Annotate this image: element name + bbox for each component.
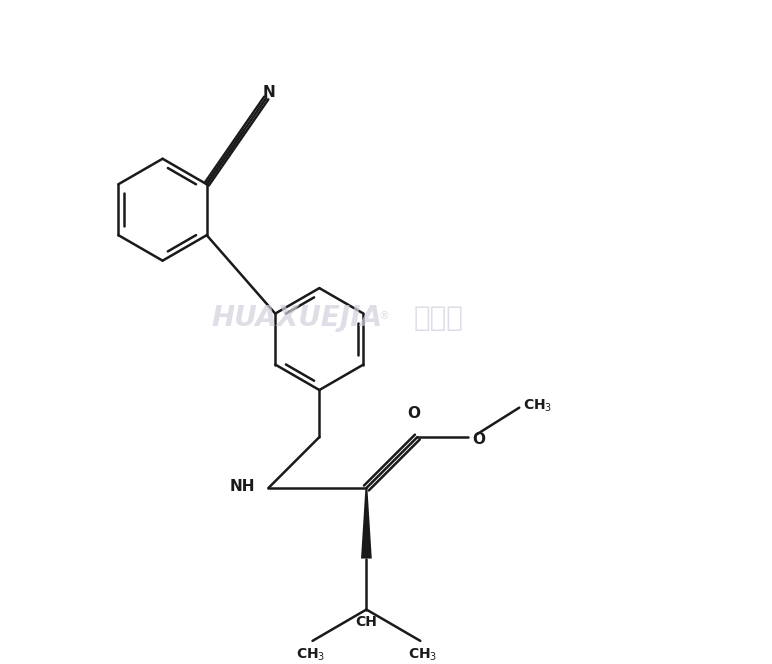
Text: CH$_3$: CH$_3$: [523, 398, 553, 414]
Text: HUAXUEJIA: HUAXUEJIA: [212, 303, 382, 331]
Text: CH: CH: [355, 616, 378, 629]
Text: CH$_3$: CH$_3$: [408, 647, 437, 663]
Text: NH: NH: [229, 479, 255, 493]
Text: 化学加: 化学加: [414, 303, 464, 331]
Text: N: N: [262, 84, 276, 100]
Text: CH$_3$: CH$_3$: [296, 647, 325, 663]
Text: O: O: [472, 432, 486, 446]
Polygon shape: [361, 488, 372, 558]
Text: ®: ®: [378, 311, 389, 321]
Text: O: O: [407, 406, 420, 422]
